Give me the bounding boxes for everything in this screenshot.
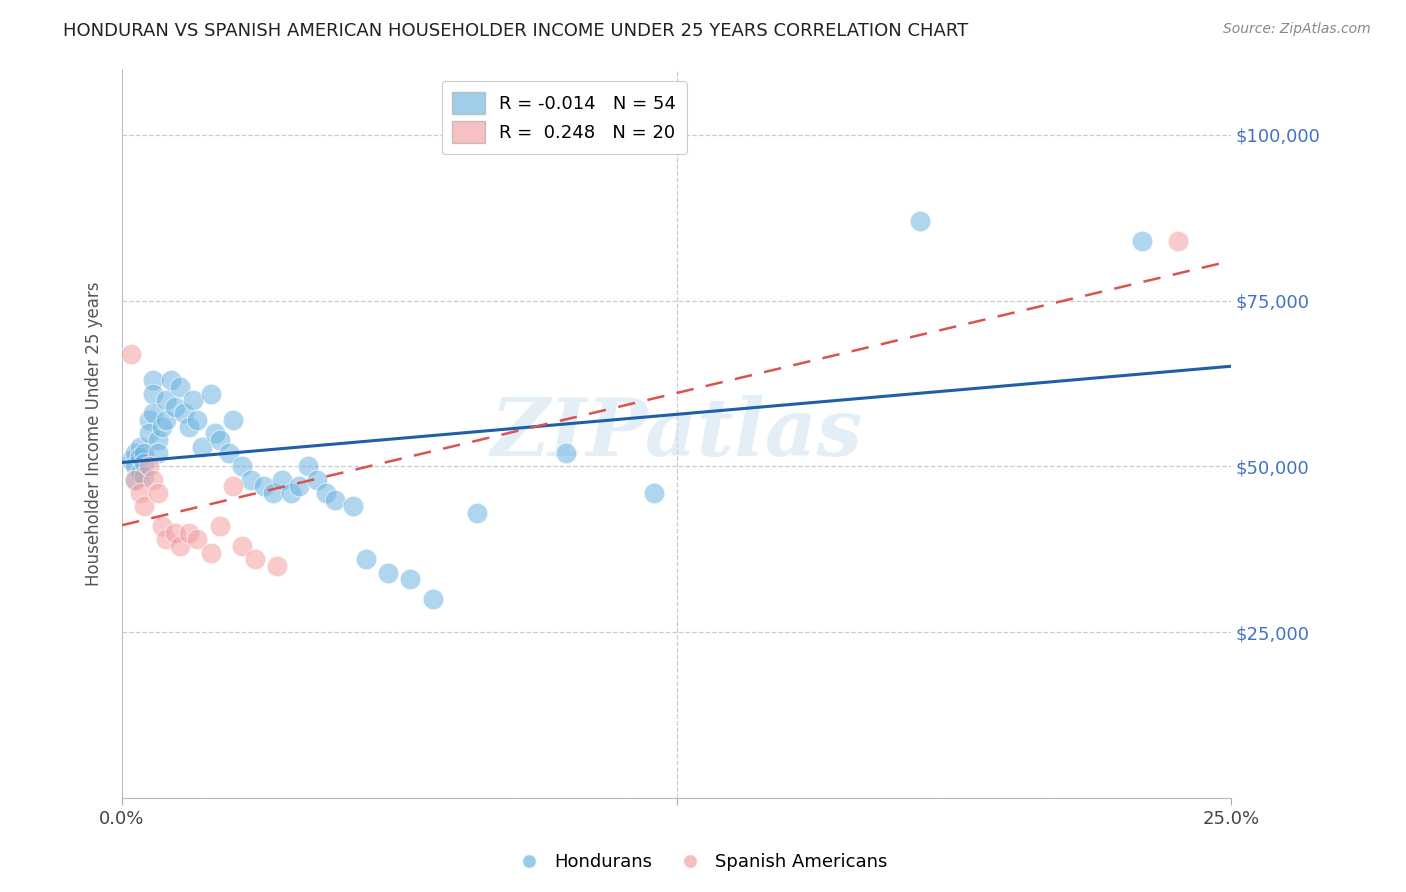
Point xyxy=(146,486,169,500)
Point xyxy=(465,506,488,520)
Point xyxy=(150,419,173,434)
Point xyxy=(262,486,284,500)
Point xyxy=(138,459,160,474)
Point xyxy=(399,572,422,586)
Point xyxy=(142,406,165,420)
Text: Source: ZipAtlas.com: Source: ZipAtlas.com xyxy=(1223,22,1371,37)
Point xyxy=(186,533,208,547)
Point xyxy=(297,459,319,474)
Point xyxy=(191,440,214,454)
Point xyxy=(910,214,932,228)
Point xyxy=(165,400,187,414)
Point xyxy=(200,386,222,401)
Point xyxy=(128,466,150,480)
Point xyxy=(120,453,142,467)
Text: HONDURAN VS SPANISH AMERICAN HOUSEHOLDER INCOME UNDER 25 YEARS CORRELATION CHART: HONDURAN VS SPANISH AMERICAN HOUSEHOLDER… xyxy=(63,22,969,40)
Point xyxy=(354,552,377,566)
Point xyxy=(142,373,165,387)
Point xyxy=(165,525,187,540)
Point xyxy=(128,450,150,464)
Point xyxy=(231,539,253,553)
Point xyxy=(186,413,208,427)
Point xyxy=(155,533,177,547)
Point xyxy=(134,469,156,483)
Point xyxy=(138,413,160,427)
Point xyxy=(160,373,183,387)
Point xyxy=(120,347,142,361)
Point xyxy=(243,552,266,566)
Point xyxy=(142,386,165,401)
Point xyxy=(1167,234,1189,248)
Point xyxy=(155,413,177,427)
Point xyxy=(208,519,231,533)
Point xyxy=(377,566,399,580)
Point xyxy=(138,426,160,441)
Point xyxy=(134,446,156,460)
Point xyxy=(146,446,169,460)
Point xyxy=(124,446,146,460)
Point xyxy=(200,546,222,560)
Point xyxy=(239,473,262,487)
Point xyxy=(643,486,665,500)
Point xyxy=(266,559,288,574)
Point xyxy=(280,486,302,500)
Point xyxy=(231,459,253,474)
Text: ZIPatlas: ZIPatlas xyxy=(491,394,862,472)
Point xyxy=(208,433,231,447)
Point xyxy=(181,393,204,408)
Point xyxy=(218,446,240,460)
Point xyxy=(323,492,346,507)
Point xyxy=(128,486,150,500)
Point xyxy=(204,426,226,441)
Point xyxy=(315,486,337,500)
Point xyxy=(124,473,146,487)
Point xyxy=(169,380,191,394)
Point xyxy=(253,479,276,493)
Point xyxy=(222,413,245,427)
Point xyxy=(124,473,146,487)
Point xyxy=(124,459,146,474)
Point xyxy=(142,473,165,487)
Legend: Hondurans, Spanish Americans: Hondurans, Spanish Americans xyxy=(510,847,896,879)
Point xyxy=(134,456,156,470)
Point xyxy=(1130,234,1153,248)
Point xyxy=(422,592,444,607)
Point xyxy=(150,519,173,533)
Point xyxy=(222,479,245,493)
Point xyxy=(177,419,200,434)
Point xyxy=(307,473,329,487)
Point xyxy=(173,406,195,420)
Point xyxy=(270,473,292,487)
Point xyxy=(288,479,311,493)
Point xyxy=(134,500,156,514)
Point xyxy=(554,446,576,460)
Point xyxy=(169,539,191,553)
Point xyxy=(155,393,177,408)
Y-axis label: Householder Income Under 25 years: Householder Income Under 25 years xyxy=(86,281,103,585)
Point xyxy=(128,440,150,454)
Point xyxy=(342,500,364,514)
Point xyxy=(146,433,169,447)
Legend: R = -0.014   N = 54, R =  0.248   N = 20: R = -0.014 N = 54, R = 0.248 N = 20 xyxy=(441,81,688,154)
Point xyxy=(177,525,200,540)
